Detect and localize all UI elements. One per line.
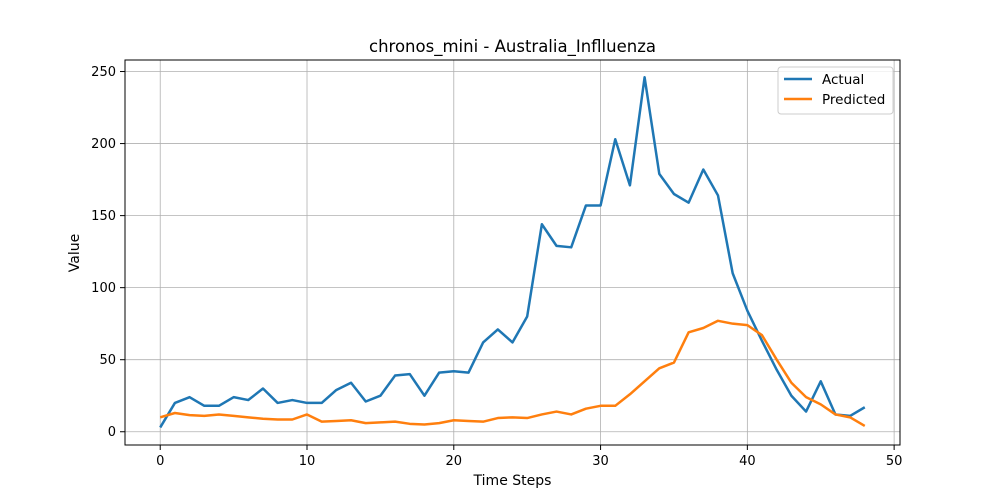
y-axis-ticks: 0 50 100 150 200 250	[91, 65, 125, 440]
x-tick-label: 50	[886, 454, 903, 469]
y-tick-label: 250	[91, 65, 116, 80]
legend: Actual Predicted	[777, 66, 894, 115]
legend-label-actual: Actual	[822, 72, 864, 88]
x-axis-label: Time Steps	[473, 473, 552, 489]
grid	[125, 60, 900, 445]
x-tick-label: 20	[446, 454, 463, 469]
x-tick-label: 0	[156, 454, 164, 469]
y-tick-label: 100	[91, 281, 116, 296]
series-line-predicted	[159, 319, 866, 428]
x-axis-ticks: 0 10 20 30 40 50	[156, 445, 902, 469]
y-tick-label: 50	[99, 353, 116, 368]
series-lines	[159, 76, 866, 429]
y-axis-label: Value	[67, 234, 83, 272]
x-tick-label: 10	[299, 454, 316, 469]
legend-label-predicted: Predicted	[822, 92, 885, 108]
plot-area-frame	[124, 59, 901, 446]
series-line-actual	[159, 76, 866, 429]
x-tick-label: 40	[739, 454, 756, 469]
chart-title: chronos_mini - Australia_Inflluenza	[369, 37, 656, 57]
y-tick-label: 0	[108, 425, 116, 440]
y-tick-label: 150	[91, 209, 116, 224]
y-tick-label: 200	[91, 137, 116, 152]
x-tick-label: 30	[592, 454, 609, 469]
